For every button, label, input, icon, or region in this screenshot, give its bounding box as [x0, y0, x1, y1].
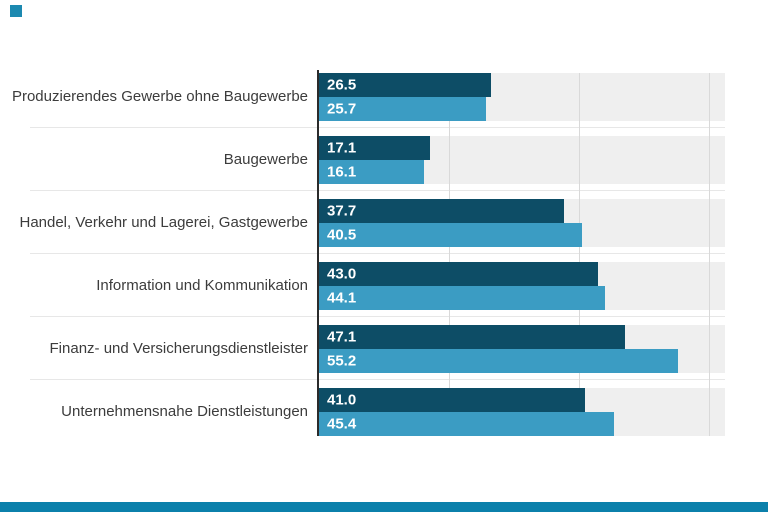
- bar-light: 40.5: [319, 223, 583, 247]
- chart-row: Unternehmensnahe Dienstleistungen 41.0 4…: [0, 388, 768, 451]
- value-label: 44.1: [327, 289, 357, 307]
- bar-dark: 37.7: [319, 199, 564, 223]
- bar-track: 43.0 44.1: [319, 262, 725, 310]
- bar-dark: 17.1: [319, 136, 431, 160]
- value-label: 25.7: [327, 100, 357, 118]
- bar-track: 41.0 45.4: [319, 388, 725, 436]
- bar-light: 16.1: [319, 160, 424, 184]
- chart-row: Handel, Verkehr und Lagerei, Gastgewerbe…: [0, 199, 768, 262]
- brand-square: [10, 5, 22, 17]
- category-label: Unternehmensnahe Dienstleistungen: [61, 403, 308, 420]
- value-label: 40.5: [327, 226, 357, 244]
- value-label: 37.7: [327, 202, 357, 220]
- bar-dark: 43.0: [319, 262, 599, 286]
- category-label: Produzierendes Gewerbe ohne Baugewerbe: [11, 88, 308, 105]
- row-separator: [30, 190, 725, 191]
- value-label: 47.1: [327, 328, 357, 346]
- category-label: Baugewerbe: [223, 151, 308, 168]
- row-separator: [30, 316, 725, 317]
- bar-track: 17.1 16.1: [319, 136, 725, 184]
- value-label: 16.1: [327, 163, 357, 181]
- value-label: 41.0: [327, 391, 357, 409]
- bar-light: 55.2: [319, 349, 678, 373]
- chart-row: Baugewerbe 17.1 16.1: [0, 136, 768, 199]
- grouped-bar-chart: Produzierendes Gewerbe ohne Baugewerbe 2…: [0, 73, 768, 436]
- category-label: Handel, Verkehr und Lagerei, Gastgewerbe: [19, 214, 308, 231]
- gridline-60: [709, 73, 710, 436]
- footer-accent-bar: [0, 502, 768, 512]
- chart-row: Produzierendes Gewerbe ohne Baugewerbe 2…: [0, 73, 768, 136]
- gridline-20: [449, 73, 450, 436]
- category-label: Information und Kommunikation: [96, 277, 308, 294]
- y-axis-line: [317, 70, 319, 436]
- bar-light: 25.7: [319, 97, 486, 121]
- value-label: 26.5: [327, 76, 357, 94]
- bar-dark: 47.1: [319, 325, 625, 349]
- category-label: Finanz- und Versicherungsdienstleister: [49, 340, 308, 357]
- value-label: 55.2: [327, 352, 357, 370]
- value-label: 17.1: [327, 139, 357, 157]
- bar-track: 37.7 40.5: [319, 199, 725, 247]
- gridline-40: [579, 73, 580, 436]
- row-separator: [30, 127, 725, 128]
- bar-light: 44.1: [319, 286, 606, 310]
- row-separator: [30, 253, 725, 254]
- value-label: 45.4: [327, 415, 357, 433]
- bar-dark: 41.0: [319, 388, 586, 412]
- bar-dark: 26.5: [319, 73, 492, 97]
- bar-light: 45.4: [319, 412, 614, 436]
- chart-row: Information und Kommunikation 43.0 44.1: [0, 262, 768, 325]
- row-separator: [30, 379, 725, 380]
- value-label: 43.0: [327, 265, 357, 283]
- chart-row: Finanz- und Versicherungsdienstleister 4…: [0, 325, 768, 388]
- bar-track: 47.1 55.2: [319, 325, 725, 373]
- bar-track: 26.5 25.7: [319, 73, 725, 121]
